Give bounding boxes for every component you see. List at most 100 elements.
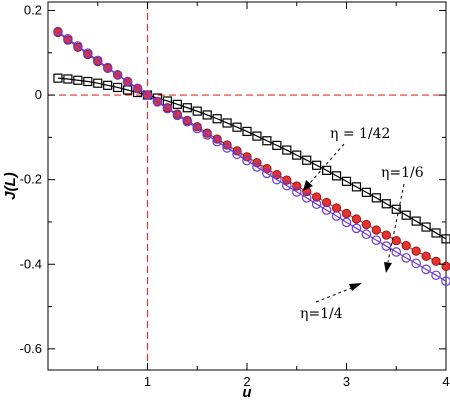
data-point bbox=[331, 203, 342, 213]
ticks-layer: 1 2 3 4 0.2 0 -0.2 -0.4 -0.6 bbox=[20, 2, 450, 389]
data-point bbox=[431, 256, 441, 266]
data-point bbox=[142, 90, 153, 100]
annotation-arrowhead-eta-1-42 bbox=[303, 180, 313, 191]
data-point bbox=[272, 169, 282, 180]
annotation-arrowhead-eta-1-4 bbox=[349, 283, 362, 291]
data-point bbox=[192, 123, 203, 134]
data-point bbox=[431, 228, 441, 238]
data-point bbox=[341, 176, 352, 186]
data-point bbox=[351, 223, 362, 234]
data-point bbox=[93, 78, 103, 88]
reference-lines bbox=[48, 2, 446, 370]
data-point bbox=[421, 222, 431, 232]
data-point bbox=[113, 82, 123, 93]
x-tick-label: 1 bbox=[144, 374, 151, 389]
data-point bbox=[252, 162, 262, 172]
y-tick-label: -0.2 bbox=[20, 172, 42, 187]
y-axis-title: J(L) bbox=[2, 172, 19, 200]
data-point bbox=[252, 131, 262, 141]
data-point bbox=[421, 251, 431, 261]
data-point bbox=[292, 150, 302, 160]
y-tick-label: -0.6 bbox=[20, 341, 42, 356]
data-point bbox=[331, 211, 342, 221]
data-point bbox=[262, 168, 272, 179]
data-point bbox=[202, 130, 212, 140]
data-point bbox=[361, 219, 371, 230]
data-point bbox=[83, 48, 93, 58]
annotation-eta-1-42: η = 1/42 bbox=[330, 126, 390, 142]
annotation-eta-1-6: η=1/6 bbox=[381, 165, 424, 181]
annotation-eta-1-4: η=1/4 bbox=[300, 306, 343, 322]
data-point bbox=[391, 204, 401, 214]
data-point bbox=[351, 214, 362, 224]
data-point bbox=[312, 160, 322, 170]
data-point bbox=[282, 145, 292, 155]
series-2 bbox=[53, 26, 450, 286]
data-point bbox=[152, 97, 163, 107]
data-point bbox=[401, 241, 411, 251]
data-point bbox=[441, 276, 450, 286]
plot-frame bbox=[47, 1, 447, 371]
data-point bbox=[321, 205, 332, 215]
data-point bbox=[371, 193, 381, 203]
data-point bbox=[172, 110, 183, 121]
data-point bbox=[272, 140, 282, 150]
data-point bbox=[232, 122, 242, 132]
annotation-arrow-eta-1-6 bbox=[387, 183, 405, 263]
data-point bbox=[361, 229, 372, 240]
data-point bbox=[222, 118, 232, 128]
data-point bbox=[262, 136, 272, 146]
series-0 bbox=[53, 73, 450, 244]
annotation-arrowhead-eta-1-6 bbox=[384, 262, 392, 273]
data-point bbox=[391, 247, 402, 257]
data-point bbox=[401, 210, 411, 220]
data-point bbox=[371, 235, 382, 245]
data-point bbox=[411, 258, 421, 269]
data-point bbox=[421, 264, 431, 275]
data-point bbox=[212, 114, 222, 124]
series-line bbox=[57, 77, 447, 240]
x-tick-label: 3 bbox=[343, 374, 350, 389]
annotations: η = 1/42 η=1/6 η=1/4 bbox=[300, 126, 424, 322]
data-point bbox=[301, 193, 312, 203]
data-point bbox=[232, 149, 242, 160]
data-point bbox=[222, 143, 232, 153]
data-point bbox=[411, 216, 421, 226]
data-point bbox=[63, 33, 73, 44]
data-point bbox=[371, 225, 381, 235]
data-point bbox=[341, 208, 352, 219]
series-1 bbox=[53, 27, 450, 271]
data-point bbox=[73, 75, 83, 85]
data-point bbox=[53, 73, 63, 83]
data-point bbox=[63, 74, 73, 84]
data-point bbox=[92, 55, 103, 66]
data-point bbox=[381, 241, 392, 251]
data-point bbox=[182, 103, 192, 113]
y-tick-label: -0.4 bbox=[20, 256, 42, 271]
data-point bbox=[411, 246, 421, 256]
data-point bbox=[272, 174, 282, 185]
data-point bbox=[331, 171, 342, 181]
x-tick-label: 4 bbox=[442, 374, 449, 389]
data-point bbox=[361, 187, 371, 197]
data-point bbox=[391, 235, 401, 246]
data-point bbox=[401, 253, 411, 263]
data-point bbox=[381, 199, 391, 209]
data-point bbox=[312, 192, 322, 202]
data-point bbox=[182, 116, 193, 127]
data-point bbox=[132, 83, 143, 94]
annotation-arrow-eta-1-42 bbox=[309, 143, 345, 184]
data-point bbox=[73, 41, 83, 51]
data-point bbox=[172, 99, 182, 109]
data-point bbox=[53, 26, 63, 37]
data-point bbox=[192, 106, 202, 116]
series-line bbox=[57, 31, 447, 282]
annotation-arrow-eta-1-4 bbox=[315, 286, 355, 303]
series-layer bbox=[53, 26, 450, 286]
data-point bbox=[311, 199, 322, 209]
data-point bbox=[441, 234, 450, 244]
data-point bbox=[431, 270, 441, 281]
data-point bbox=[291, 187, 302, 197]
data-point bbox=[242, 155, 252, 166]
